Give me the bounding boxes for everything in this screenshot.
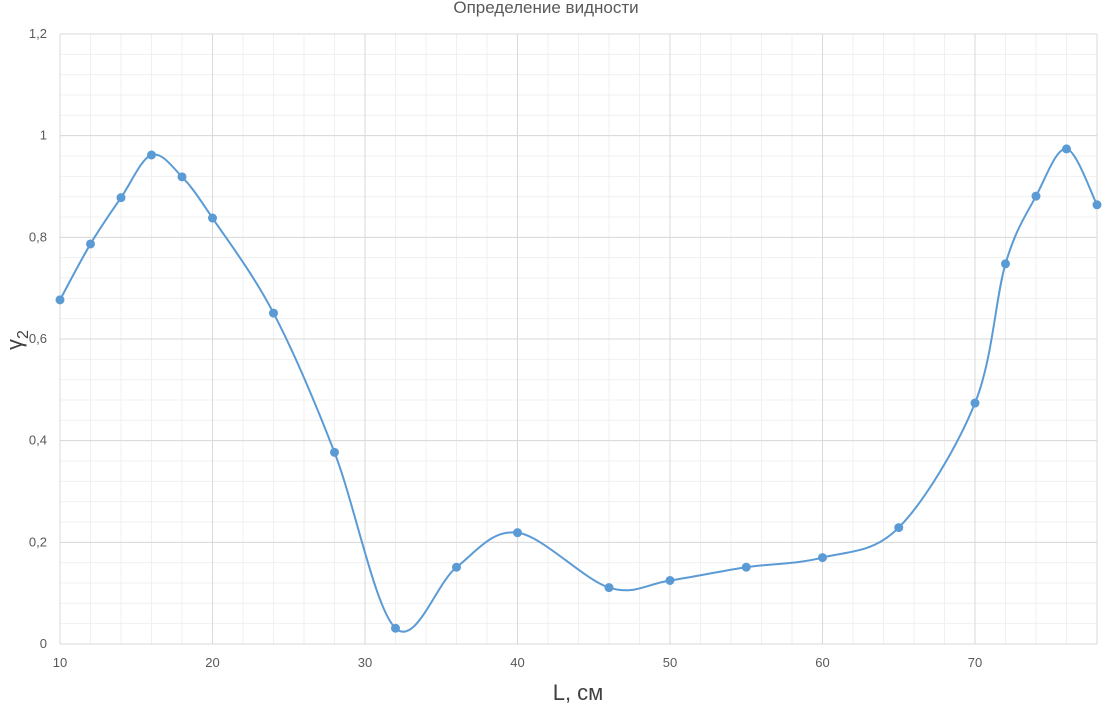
data-point [177, 172, 187, 182]
data-point [741, 562, 751, 572]
data-point [147, 150, 156, 160]
x-tick-label: 30 [358, 655, 372, 670]
data-point [208, 213, 217, 223]
y-tick-label: 0,6 [29, 331, 47, 346]
data-point [1062, 144, 1071, 154]
data-point [818, 553, 827, 563]
y-tick-label: 0,8 [29, 229, 47, 244]
x-tick-label: 60 [815, 655, 829, 670]
data-point [604, 583, 614, 593]
y-tick-label: 1,2 [29, 26, 47, 41]
data-point [55, 295, 65, 305]
data-point [1092, 200, 1102, 210]
data-point [513, 528, 522, 538]
data-point [116, 193, 126, 203]
y-axis-label-subscript: 2 [15, 330, 32, 339]
y-axis-label: γ2 [2, 330, 32, 350]
major-gridlines [59, 33, 1098, 645]
y-tick-label: 0,4 [29, 433, 47, 448]
y-tick-label: 0 [40, 636, 47, 651]
data-points [55, 144, 1102, 633]
data-point [269, 308, 278, 318]
chart-title: Определение видности [453, 0, 638, 17]
data-point [452, 562, 461, 572]
x-tick-label: 50 [663, 655, 677, 670]
x-tick-label: 10 [53, 655, 67, 670]
y-axis-label-main: γ [2, 339, 27, 350]
x-axis-label: L, см [553, 680, 604, 705]
y-tick-label: 1 [40, 128, 47, 143]
data-point [86, 239, 95, 249]
y-tick-label: 0,2 [29, 534, 47, 549]
x-tick-label: 40 [510, 655, 524, 670]
data-point [391, 623, 400, 633]
x-axis-ticks: 10 20 30 40 50 60 70 [53, 655, 982, 670]
data-point [970, 398, 980, 408]
x-tick-label: 70 [968, 655, 982, 670]
y-axis-ticks: 0 0,2 0,4 0,6 0,8 1 1,2 [29, 26, 47, 651]
data-point [1001, 259, 1010, 269]
data-point [665, 575, 675, 585]
x-tick-label: 20 [205, 655, 219, 670]
data-point [894, 523, 904, 533]
data-point [1031, 191, 1041, 201]
data-point [330, 447, 339, 457]
